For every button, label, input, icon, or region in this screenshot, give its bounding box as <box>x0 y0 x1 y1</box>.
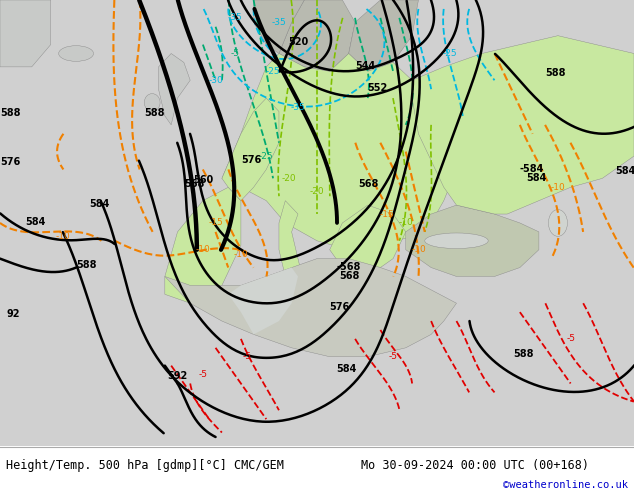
Text: ©weatheronline.co.uk: ©weatheronline.co.uk <box>503 480 628 490</box>
Text: 568: 568 <box>358 179 378 189</box>
Text: -10: -10 <box>411 245 426 254</box>
Text: -35: -35 <box>227 13 242 23</box>
Text: -568: -568 <box>336 262 360 272</box>
Text: -5: -5 <box>566 334 575 343</box>
Text: -10: -10 <box>56 232 71 241</box>
Text: -35: -35 <box>271 18 287 27</box>
Text: -5: -5 <box>243 352 252 361</box>
Polygon shape <box>330 205 406 276</box>
Text: 576: 576 <box>241 155 261 165</box>
Polygon shape <box>222 53 456 250</box>
Ellipse shape <box>144 94 160 112</box>
Text: -25: -25 <box>443 49 458 58</box>
Text: -30: -30 <box>208 76 223 85</box>
Text: 92: 92 <box>6 309 20 318</box>
Ellipse shape <box>425 233 488 248</box>
Text: Mo 30-09-2024 00:00 UTC (00+168): Mo 30-09-2024 00:00 UTC (00+168) <box>361 459 590 472</box>
Text: 592: 592 <box>167 371 188 381</box>
Text: 520: 520 <box>288 37 308 47</box>
Polygon shape <box>158 53 190 125</box>
Text: -25: -25 <box>265 67 280 76</box>
Polygon shape <box>228 268 298 334</box>
Polygon shape <box>165 187 241 303</box>
Text: 588: 588 <box>145 108 165 118</box>
Text: -20: -20 <box>309 187 325 196</box>
Text: -25: -25 <box>259 151 274 161</box>
Text: 584: 584 <box>336 365 356 374</box>
Text: 568: 568 <box>184 179 204 189</box>
Text: 584: 584 <box>25 217 46 227</box>
Ellipse shape <box>58 46 94 61</box>
Text: 588: 588 <box>545 68 566 78</box>
Text: -35: -35 <box>290 102 306 112</box>
Text: 552: 552 <box>368 83 388 94</box>
Text: 584: 584 <box>526 172 547 183</box>
Text: -5: -5 <box>230 49 239 58</box>
Text: -10: -10 <box>398 219 413 227</box>
Text: -20: -20 <box>281 174 296 183</box>
Text: 588: 588 <box>0 108 20 118</box>
Text: -584: -584 <box>520 164 544 173</box>
Text: 560: 560 <box>193 175 214 185</box>
Polygon shape <box>412 36 634 214</box>
Polygon shape <box>406 205 539 276</box>
Text: -5: -5 <box>389 352 398 361</box>
Text: 568: 568 <box>339 270 359 281</box>
Polygon shape <box>349 0 418 72</box>
Text: -5: -5 <box>198 370 207 379</box>
Ellipse shape <box>548 210 567 236</box>
Polygon shape <box>279 201 304 303</box>
Polygon shape <box>279 0 355 72</box>
Polygon shape <box>222 98 279 201</box>
Text: 544: 544 <box>355 61 375 71</box>
Text: 588: 588 <box>76 260 96 270</box>
Text: -10: -10 <box>233 250 249 259</box>
Text: -15: -15 <box>379 210 394 219</box>
Text: 588: 588 <box>514 349 534 359</box>
Polygon shape <box>0 0 51 67</box>
Polygon shape <box>254 0 304 53</box>
Text: 576: 576 <box>330 302 350 312</box>
Text: 584: 584 <box>89 199 109 209</box>
Text: -15: -15 <box>208 219 223 227</box>
Polygon shape <box>165 259 456 357</box>
Text: -10: -10 <box>195 245 210 254</box>
Text: -10: -10 <box>550 183 566 192</box>
Text: Height/Temp. 500 hPa [gdmp][°C] CMC/GEM: Height/Temp. 500 hPa [gdmp][°C] CMC/GEM <box>6 459 284 472</box>
Text: 584: 584 <box>615 166 634 176</box>
Text: 576: 576 <box>0 157 20 167</box>
